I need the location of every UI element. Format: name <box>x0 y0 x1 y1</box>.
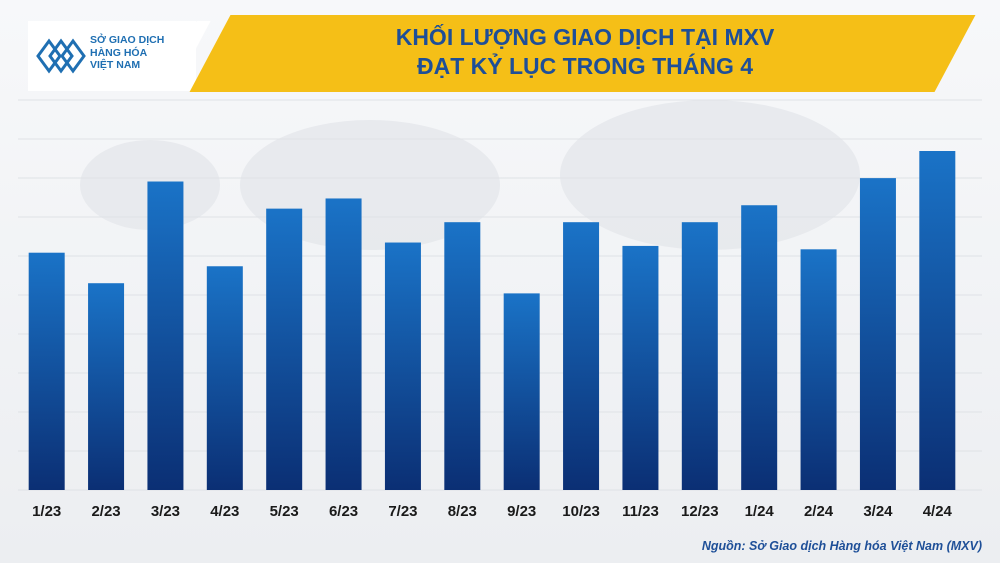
bar-1-23 <box>28 252 65 490</box>
x-tick-label: 8/23 <box>448 503 477 520</box>
x-tick-label: 12/23 <box>681 503 719 520</box>
bars <box>28 151 956 491</box>
x-tick-label: 1/23 <box>32 503 61 520</box>
bar-4-24 <box>919 151 956 490</box>
logo-line: HÀNG HÓA <box>90 46 148 59</box>
bar-2-23 <box>88 283 125 490</box>
x-tick-label: 11/23 <box>622 503 659 520</box>
chart-title: KHỐI LƯỢNG GIAO DỊCH TẠI MXV ĐẠT KỶ LỤC … <box>240 23 930 81</box>
bar-6-23 <box>325 198 362 490</box>
bar-10-23 <box>563 222 600 490</box>
bar-9-23 <box>503 293 540 490</box>
x-tick-label: 1/24 <box>745 503 775 520</box>
bar-7-23 <box>384 242 421 490</box>
x-tick-label: 10/23 <box>562 503 600 520</box>
x-tick-label: 2/23 <box>91 503 120 520</box>
bar-3-24 <box>859 178 896 490</box>
bar-5-23 <box>266 208 303 490</box>
x-tick-label: 3/24 <box>863 503 893 520</box>
x-tick-label: 7/23 <box>388 503 417 520</box>
x-tick-labels: 1/23 2/23 3/23 4/23 5/23 6/23 7/23 8/23 9/23 10/2… <box>32 503 952 520</box>
bar-2-24 <box>800 249 837 490</box>
bar-4-23 <box>206 266 243 490</box>
title-line-2: ĐẠT KỶ LỤC TRONG THÁNG 4 <box>416 53 754 79</box>
logo-line: SỞ GIAO DỊCH <box>90 34 165 46</box>
bar-3-23 <box>147 181 184 490</box>
x-tick-label: 6/23 <box>329 503 358 520</box>
x-tick-label: 4/24 <box>923 503 953 520</box>
bar-1-24 <box>741 205 778 491</box>
x-tick-label: 5/23 <box>270 503 299 520</box>
x-tick-label: 4/23 <box>210 503 239 520</box>
mxv-logo-icon <box>36 38 86 74</box>
logo-line: VIỆT NAM <box>90 59 141 71</box>
source-note: Nguồn: Sở Giao dịch Hàng hóa Việt Nam (M… <box>701 539 982 553</box>
x-tick-label: 2/24 <box>804 503 834 520</box>
title-line-1: KHỐI LƯỢNG GIAO DỊCH TẠI MXV <box>395 24 775 50</box>
x-tick-label: 9/23 <box>507 503 536 520</box>
bar-11-23 <box>622 245 659 490</box>
logo-text: SỞ GIAO DỊCH HÀNG HÓA VIỆT NAM <box>90 34 194 72</box>
x-tick-label: 3/23 <box>151 503 180 520</box>
bar-8-23 <box>444 222 481 490</box>
bar-12-23 <box>681 222 718 490</box>
